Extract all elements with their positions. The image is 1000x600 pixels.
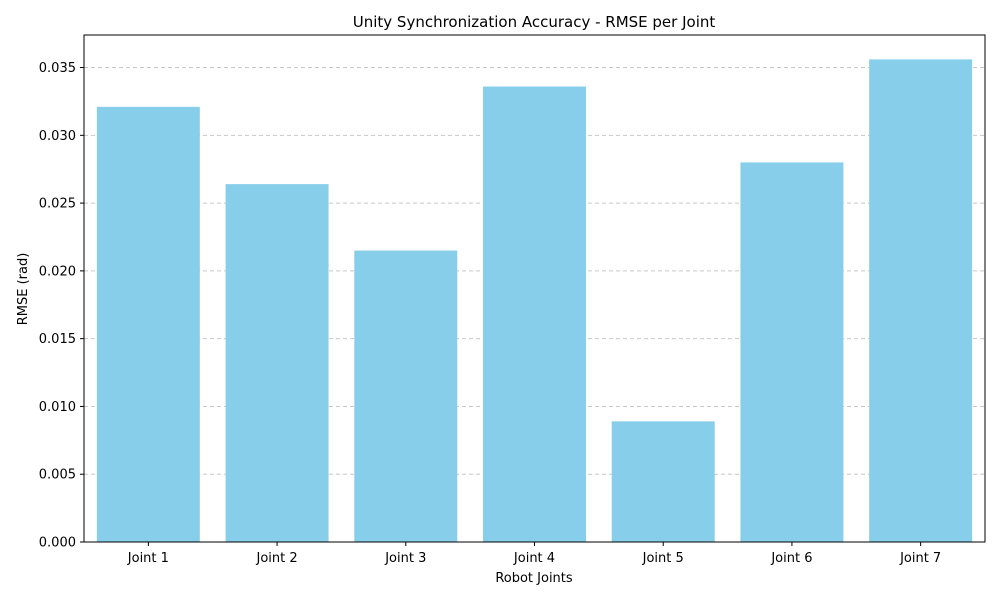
x-axis-label: Robot Joints [495, 571, 573, 586]
y-tick-label: 0.035 [39, 61, 76, 76]
bar-joint-4 [483, 86, 586, 542]
y-axis-label: RMSE (rad) [16, 253, 31, 326]
bar-joint-2 [225, 184, 329, 542]
y-tick-label: 0.010 [39, 400, 76, 415]
x-tick-label: Joint 7 [899, 551, 941, 566]
x-tick-label: Joint 1 [127, 551, 169, 566]
chart-title: Unity Synchronization Accuracy - RMSE pe… [353, 13, 716, 31]
y-tick-label: 0.015 [39, 332, 76, 347]
axes [80, 34, 986, 546]
x-tick-label: Joint 3 [384, 551, 426, 566]
x-tick-label: Joint 5 [642, 551, 684, 566]
x-tick-labels: Joint 1 Joint 2 Joint 3 Joint 4 Joint 5 Joint… [127, 551, 941, 566]
bar-joint-7 [869, 59, 973, 543]
bars [96, 59, 973, 543]
x-tick-label: Joint 4 [513, 551, 555, 566]
x-tick-label: Joint 2 [256, 551, 298, 566]
bar-joint-1 [96, 106, 200, 542]
y-tick-label: 0.030 [39, 129, 76, 144]
bar-joint-6 [740, 162, 844, 543]
y-tick-label: 0.000 [39, 536, 76, 551]
y-tick-labels: 0.000 0.005 0.010 0.015 0.020 0.025 0.030 0.035 [39, 61, 76, 550]
y-tick-label: 0.005 [39, 468, 76, 483]
plot-frame [83, 34, 986, 543]
y-tick-label: 0.025 [39, 197, 76, 212]
y-tick-label: 0.020 [39, 264, 76, 279]
x-tick-label: Joint 6 [770, 551, 812, 566]
bar-joint-3 [354, 250, 458, 542]
bar-joint-5 [611, 421, 715, 542]
